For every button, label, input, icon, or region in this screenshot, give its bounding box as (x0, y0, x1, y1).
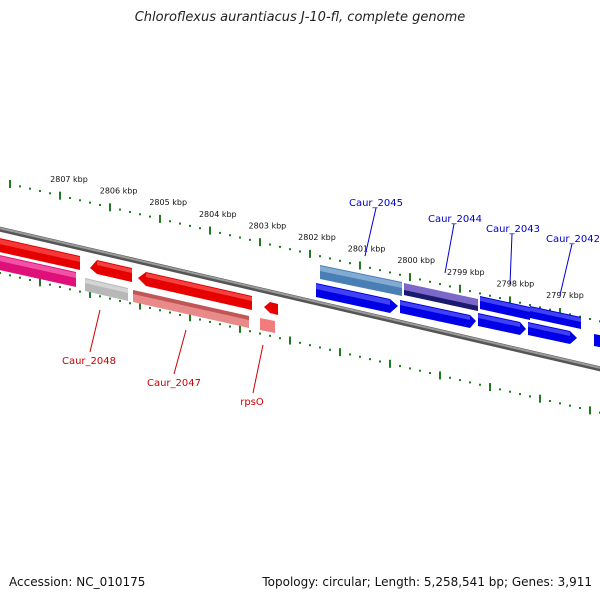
gene-label-rpso[interactable]: rpsO (240, 397, 264, 408)
gene-feature[interactable] (480, 297, 530, 312)
accession-label: Accession: NC_010175 (9, 575, 146, 589)
tick-label: 2803 kbp (249, 221, 287, 230)
gene-feature[interactable] (146, 273, 252, 301)
gene-feature[interactable] (85, 279, 128, 293)
gene-feature[interactable] (594, 334, 600, 348)
genome-backbone-highlight (0, 227, 600, 369)
gene-feature[interactable] (478, 314, 520, 327)
tick-label: 2802 kbp (298, 233, 336, 242)
gene-feature[interactable] (264, 302, 278, 315)
gene-feature[interactable] (528, 323, 570, 336)
reverse-strand-genes (0, 238, 278, 333)
gene-feature[interactable] (260, 318, 275, 333)
gene-feature[interactable] (0, 238, 80, 262)
gene-label-caur-2043[interactable]: Caur_2043 (486, 224, 540, 235)
tick-label: 2798 kbp (497, 279, 535, 288)
gene-feature[interactable] (404, 290, 478, 311)
gene-label-caur-2042[interactable]: Caur_2042 (546, 234, 600, 245)
tick-label: 2799 kbp (447, 268, 485, 277)
tick-label: 2800 kbp (397, 256, 435, 265)
tick-label: 2804 kbp (199, 210, 237, 219)
tick-label: 2807 kbp (50, 175, 88, 184)
gene-labels: Caur_2045 Caur_2044 Caur_2043 Caur_2042 … (62, 198, 600, 408)
tick-label: 2806 kbp (100, 187, 138, 196)
gene-feature[interactable] (316, 284, 390, 305)
gene-label-caur-2045[interactable]: Caur_2045 (349, 198, 403, 209)
gene-feature[interactable] (133, 290, 249, 320)
tick-label: 2797 kbp (546, 291, 584, 300)
map-title: Chloroflexus aurantiacus J-10-fl, comple… (134, 10, 466, 25)
gene-feature[interactable] (97, 261, 132, 273)
gene-feature[interactable] (400, 301, 470, 320)
outer-tick-rail (9, 180, 600, 323)
gene-label-caur-2047[interactable]: Caur_2047 (147, 378, 201, 389)
gene-feature[interactable] (0, 255, 76, 278)
gene-label-caur-2044[interactable]: Caur_2044 (428, 214, 482, 225)
genome-summary: Topology: circular; Length: 5,258,541 bp… (262, 575, 592, 589)
inner-tick-rail (0, 272, 600, 415)
gene-label-leaders (89, 207, 573, 394)
gene-feature[interactable] (320, 266, 402, 288)
tick-label: 2805 kbp (149, 198, 187, 207)
forward-strand-genes (316, 265, 600, 348)
gene-feature[interactable] (530, 307, 581, 322)
gene-label-caur-2048[interactable]: Caur_2048 (62, 356, 116, 367)
